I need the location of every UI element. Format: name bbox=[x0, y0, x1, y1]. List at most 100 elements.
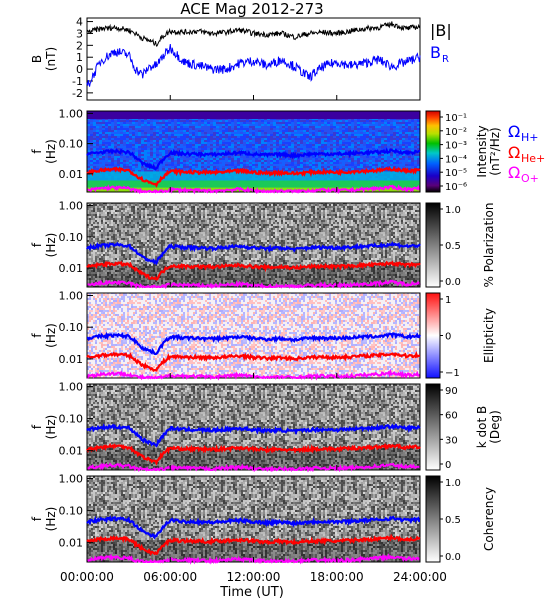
panel-ellipticity: 1.00 0.10 0.01 f (Hz) 1 0 −1 Ellipticity bbox=[30, 290, 496, 381]
colorbar-tick-label: 1 bbox=[445, 295, 451, 306]
colorbar-label: Ellipticity bbox=[482, 308, 496, 363]
colorbar-gradient bbox=[425, 383, 441, 471]
x-tick-label: 00:00:00 bbox=[60, 570, 114, 584]
line-he-plus bbox=[86, 533, 421, 557]
legend-he-plus-sub: He+ bbox=[521, 152, 545, 165]
y-axis-label: f bbox=[30, 516, 44, 521]
series-b-total bbox=[86, 21, 421, 48]
legend-o-plus-sub: O+ bbox=[521, 172, 539, 185]
figure-title: ACE Mag 2012-273 bbox=[180, 0, 323, 18]
power-band bbox=[87, 180, 420, 192]
colorbar-tick-label: 10⁻¹ bbox=[445, 113, 467, 124]
y-tick-label: 1.00 bbox=[59, 473, 84, 486]
y-tick-label: 0.01 bbox=[59, 537, 84, 550]
colorbar-tick-label: 10⁻⁵ bbox=[445, 168, 467, 179]
power-band-top bbox=[87, 111, 420, 119]
x-axis: 00:00:00 06:00:00 12:00:00 18:00:00 24:00:00 bbox=[60, 95, 447, 584]
colorbar-tick-label: 0 bbox=[445, 332, 451, 343]
x-tick-label: 12:00:00 bbox=[227, 570, 281, 584]
colorbar-tick-label: 0 bbox=[445, 460, 451, 471]
line-he-plus bbox=[86, 165, 421, 188]
y-axis-label: B bbox=[30, 55, 44, 63]
legend-o-plus: Ω bbox=[508, 163, 520, 182]
x-tick-label: 18:00:00 bbox=[310, 570, 364, 584]
colorbar-polarization: 1.0 0.5 0.0 % Polarization bbox=[425, 202, 496, 288]
colorbar-label: % Polarization bbox=[482, 203, 496, 288]
colorbar-tick-label: 10⁻⁴ bbox=[445, 154, 467, 165]
y-axis-unit: (Hz) bbox=[44, 507, 58, 532]
y-tick-label: 1 bbox=[76, 51, 83, 64]
colorbar-label: Intensity bbox=[475, 125, 489, 177]
y-axis-unit: (Hz) bbox=[44, 415, 58, 440]
colorbar-tick-label: 30 bbox=[445, 435, 458, 446]
colorbar-coherency: 1.0 0.5 0.0 Coherency bbox=[425, 475, 496, 563]
x-tick-label: 06:00:00 bbox=[143, 570, 197, 584]
y-tick-label: 0.10 bbox=[59, 231, 84, 244]
x-axis-label: Time (UT) bbox=[219, 585, 284, 600]
line-h-plus bbox=[86, 241, 421, 266]
colorbar-label: Coherency bbox=[482, 487, 496, 551]
y-axis-label: f bbox=[30, 242, 44, 247]
y-tick-label: 0.01 bbox=[59, 353, 84, 366]
colorbar-tick-label: 10⁻³ bbox=[445, 141, 467, 152]
colorbar-wave-normal: 90 60 30 0 k dot B (Deg) bbox=[425, 383, 502, 471]
y-tick-label: 0.01 bbox=[59, 262, 84, 275]
y-tick-label: 0.10 bbox=[59, 138, 84, 151]
legend-b-r: B bbox=[430, 43, 441, 62]
y-tick-label: 2 bbox=[76, 39, 83, 52]
colorbar-gradient bbox=[425, 110, 441, 193]
colorbar-gradient bbox=[425, 202, 441, 288]
low-freq-shade bbox=[87, 540, 420, 562]
panel-wave-normal: 1.00 0.10 0.01 f (Hz) 90 60 30 0 k dot B (Deg) bbox=[30, 381, 502, 473]
y-tick-label: 1.00 bbox=[59, 290, 84, 303]
colorbar-gradient bbox=[425, 475, 441, 563]
colorbar-unit: (nT²/Hz) bbox=[488, 127, 502, 175]
y-tick-label: 0.01 bbox=[59, 445, 84, 458]
y-tick-label: -2 bbox=[72, 87, 83, 100]
colorbar-tick-label: 1.0 bbox=[445, 478, 461, 489]
colorbar-tick-label: 1.0 bbox=[445, 205, 461, 216]
line-he-plus bbox=[86, 442, 421, 466]
legend-h-plus-sub: H+ bbox=[521, 131, 539, 144]
y-axis-label: f bbox=[30, 333, 44, 338]
colorbar-unit: (Deg) bbox=[488, 410, 502, 444]
colorbar-tick-label: 0.0 bbox=[445, 277, 461, 288]
line-h-plus bbox=[86, 423, 421, 448]
y-tick-label: 0.10 bbox=[59, 321, 84, 334]
y-tick-label: 0 bbox=[76, 63, 83, 76]
colorbar-ellipticity: 1 0 −1 Ellipticity bbox=[425, 292, 496, 379]
line-h-plus bbox=[86, 331, 422, 356]
y-tick-label: 1.00 bbox=[59, 199, 84, 212]
legend-h-plus: Ω bbox=[508, 122, 520, 141]
colorbar-tick-label: 60 bbox=[445, 411, 458, 422]
colorbar-tick-label: 0.5 bbox=[445, 241, 461, 252]
y-tick-label: 1.00 bbox=[59, 381, 84, 394]
y-axis-unit: (nT) bbox=[44, 47, 58, 71]
y-tick-label: 0.10 bbox=[59, 505, 84, 518]
y-tick-label: 1.00 bbox=[59, 107, 84, 120]
colorbar-tick-label: 10⁻² bbox=[445, 127, 467, 138]
line-he-plus bbox=[86, 350, 421, 373]
low-freq-shade bbox=[87, 448, 420, 470]
panel-intensity: 1.000.100.01f (Hz)10⁻¹10⁻²10⁻³10⁻⁴10⁻⁵10⁻… bbox=[30, 107, 545, 195]
legend-b-total: |B| bbox=[430, 21, 452, 40]
legend-b-r-sub: R bbox=[442, 54, 449, 65]
colorbar-tick-label: 0.5 bbox=[445, 515, 461, 526]
y-axis-unit: (Hz) bbox=[44, 233, 58, 258]
y-tick-label: 0.01 bbox=[59, 168, 84, 181]
colorbar-intensity: 10⁻¹ 10⁻² 10⁻³ 10⁻⁴ 10⁻⁵ 10⁻⁶ Intensity (nT²/Hz… bbox=[425, 110, 502, 193]
ion-legend: Ω H+Ω He+Ω O+ bbox=[508, 122, 545, 185]
y-tick-label: 3 bbox=[76, 27, 83, 40]
legend-he-plus: Ω bbox=[508, 143, 520, 162]
y-tick-label: 0.10 bbox=[59, 413, 84, 426]
colorbar-tick-label: 90 bbox=[445, 386, 458, 397]
y-tick-label: -1 bbox=[72, 75, 83, 88]
y-axis-unit: (Hz) bbox=[44, 139, 58, 164]
panel-coherency: 1.00 0.10 0.01 f (Hz) 1.0 0.5 0.0 Coherency bbox=[30, 473, 496, 565]
series-b-r bbox=[86, 44, 421, 87]
y-tick-label: 4 bbox=[76, 16, 83, 29]
colorbar-label: k dot B bbox=[475, 406, 489, 448]
